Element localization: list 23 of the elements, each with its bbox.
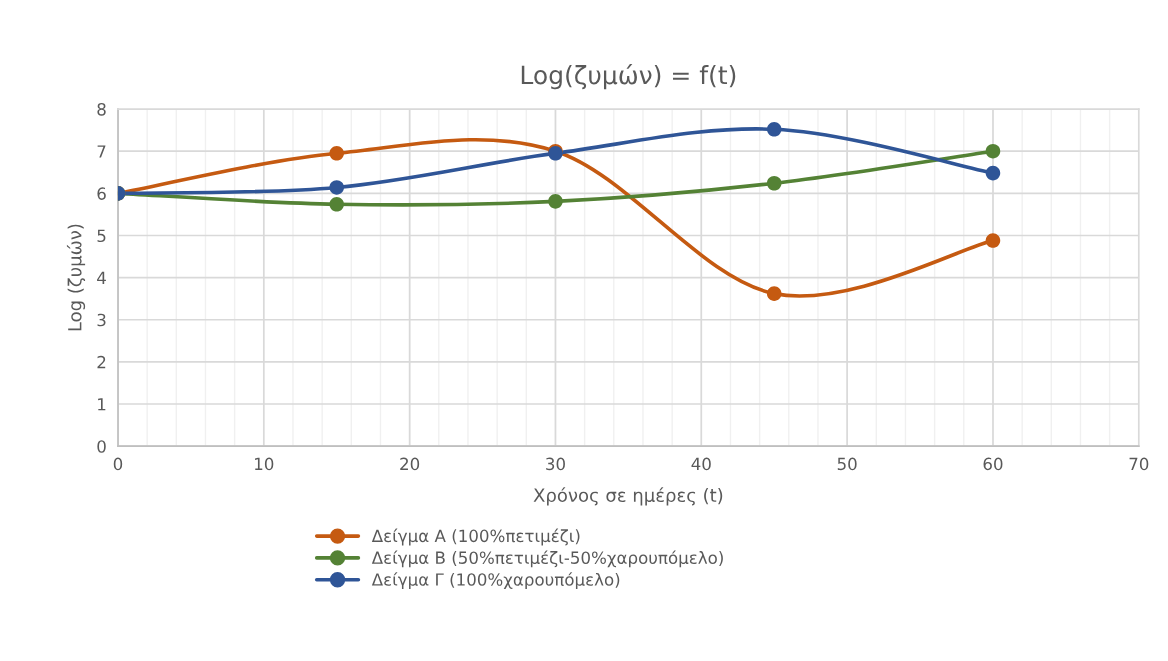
y-tick-label: 3 xyxy=(97,313,106,327)
y-tick-label: 1 xyxy=(98,398,106,411)
x-tick-label: 10 xyxy=(255,457,274,471)
x-axis-title: Χρόνος σε ημέρες (t) xyxy=(533,487,723,506)
y-tick-label: 2 xyxy=(97,355,106,369)
x-tick-label: 50 xyxy=(837,457,857,471)
y-tick-label: 4 xyxy=(97,271,106,284)
y-tick-label: 6 xyxy=(97,187,106,200)
legend-label: Δείγμα Α (100%πετιμέζι) xyxy=(371,528,580,546)
x-tick-label: 60 xyxy=(983,457,1003,471)
y-axis-title: Log (ζυμών) xyxy=(66,224,86,331)
y-tick-label: 7 xyxy=(97,145,106,158)
chart-title: Log(ζυμών) = f(t) xyxy=(521,64,736,90)
legend-label: Δείγμα Β (50%πετιμέζι-50%χαρουπόμελο) xyxy=(371,550,723,568)
x-tick-label: 30 xyxy=(546,457,565,471)
x-tick-label: 70 xyxy=(1129,457,1149,471)
x-tick-label: 20 xyxy=(400,457,420,471)
legend-label: Δείγμα Γ (100%χαρουπόμελο) xyxy=(371,572,620,590)
x-tick-label: 40 xyxy=(691,457,711,471)
y-tick-label: 0 xyxy=(97,440,106,453)
y-tick-label: 5 xyxy=(97,229,106,243)
x-tick-label: 0 xyxy=(113,457,123,471)
y-tick-label: 8 xyxy=(97,103,106,116)
